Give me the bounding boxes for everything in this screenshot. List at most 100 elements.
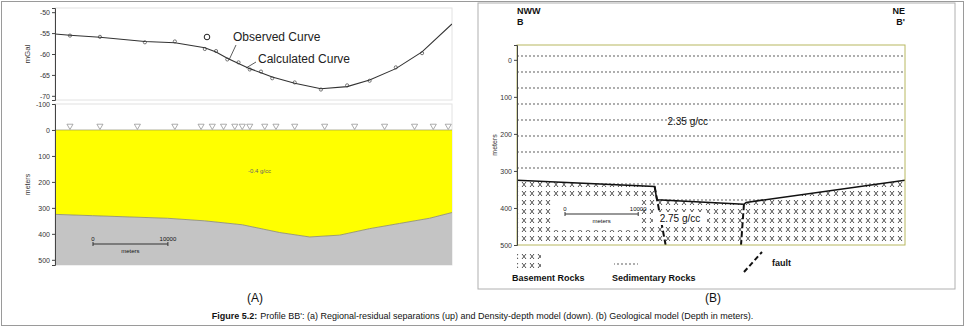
station-marker	[172, 124, 178, 129]
y-tick: 500	[38, 257, 55, 264]
scale-bar-label: 10000	[160, 236, 177, 242]
station-marker	[134, 124, 140, 129]
legend: Basement RocksSedimentary Rocksfault	[512, 250, 791, 283]
panel-label: (A)	[247, 291, 263, 305]
y-axis-title: meters	[491, 134, 498, 156]
legend-marker	[204, 34, 210, 40]
y-tick: -65	[40, 72, 55, 79]
caption-text: Profile BB': (a) Regional-residual separ…	[260, 311, 753, 321]
station-marker	[382, 124, 388, 129]
legend-label: Observed Curve	[233, 30, 321, 44]
scale-bar-label: 0	[563, 206, 567, 212]
station-marker	[198, 124, 204, 129]
y-tick: -50	[40, 9, 55, 16]
sediment-fill	[517, 45, 905, 245]
scale-bar: 010000meters	[563, 206, 647, 224]
y-tick: -70	[40, 93, 55, 100]
basement-fill	[517, 180, 905, 245]
plot-area	[517, 45, 905, 245]
y-tick: -60	[40, 51, 55, 58]
station-marker	[209, 124, 215, 129]
profile-end-label: NWW	[517, 6, 541, 16]
station-marker	[247, 124, 253, 129]
tick-mark	[52, 54, 55, 55]
figure-frame	[2, 2, 964, 326]
tick-mark	[52, 208, 55, 209]
series-line	[55, 24, 452, 89]
y-tick: 200	[500, 131, 517, 138]
tick-mark	[514, 171, 517, 172]
tick-mark	[52, 75, 55, 76]
y-tick: 100	[38, 153, 55, 160]
tick-mark	[52, 182, 55, 183]
scale-bar-line	[93, 243, 168, 244]
legend-swatch	[614, 250, 638, 268]
scale-bar-unit: meters	[121, 248, 139, 254]
tick-label: 100	[500, 94, 512, 101]
y-axis-line	[52, 9, 56, 101]
y-tick: 100	[500, 94, 517, 101]
y-axis-title: mGal	[23, 44, 32, 63]
legend-label: fault	[772, 258, 791, 268]
scale-bar-tick	[93, 242, 94, 246]
density-label: 2.35 g/cc	[667, 116, 708, 127]
tick-mark	[52, 104, 55, 105]
tick-mark	[514, 134, 517, 135]
y-tick: -100	[36, 101, 55, 108]
y-axis: 0 100 200 300 400 500	[500, 46, 517, 249]
tick-label: -70	[40, 93, 50, 100]
tick-label: 200	[38, 179, 50, 186]
station-marker	[273, 124, 279, 129]
scale-bar-line	[565, 213, 638, 214]
scale-bar-tick	[167, 242, 168, 246]
tick-mark	[514, 208, 517, 209]
y-tick: 300	[500, 168, 517, 175]
tick-label: 300	[38, 205, 50, 212]
y-tick: 500	[500, 242, 517, 249]
tick-mark	[52, 156, 55, 157]
station-marker	[220, 124, 226, 129]
tick-mark	[52, 260, 55, 261]
leader-line	[229, 45, 236, 60]
tick-label: -65	[40, 72, 50, 79]
tick-mark	[52, 33, 55, 34]
y-axis: -1000100200300400500	[36, 101, 56, 266]
surface-line	[55, 129, 452, 130]
y-axis: -50-55-60-65-70	[40, 9, 56, 101]
station-marker	[412, 124, 418, 129]
y-axis-line	[52, 105, 56, 266]
y-axis-title: meters	[24, 173, 31, 195]
scale-bar-tick	[638, 212, 639, 216]
profile-end-label: B'	[896, 17, 905, 27]
station-marker	[292, 124, 298, 129]
tick-label: 400	[38, 231, 50, 238]
fault-line	[741, 204, 744, 245]
legend-label: Calculated Curve	[258, 52, 350, 66]
tick-label: 100	[38, 153, 50, 160]
tick-mark	[514, 60, 517, 61]
figure: -50-55-60-65-70mGalObserved CurveCalcula…	[0, 0, 965, 328]
tick-label: 500	[38, 257, 50, 264]
leader-line	[246, 62, 256, 68]
y-tick: 400	[500, 205, 517, 212]
station-marker	[445, 124, 451, 129]
density-label: -0.4 g/cc	[248, 168, 271, 174]
scale-bar: 010000meters	[91, 236, 177, 254]
y-tick: 200	[38, 179, 55, 186]
scale-bar-unit: meters	[592, 218, 610, 224]
tick-label: 0	[508, 57, 512, 64]
station-marker	[97, 124, 103, 129]
legend-label: Sedimentary Rocks	[612, 273, 696, 283]
density-label: 2.75 g/cc	[660, 213, 701, 224]
y-axis-line	[514, 46, 518, 246]
plot-frame	[55, 8, 452, 100]
interface-line	[55, 213, 452, 237]
panel-label: (B)	[705, 291, 721, 305]
station-marker	[352, 124, 358, 129]
tick-label: 200	[500, 131, 512, 138]
plot-area	[55, 24, 452, 91]
y-tick: 400	[38, 231, 55, 238]
label-background	[653, 212, 707, 225]
scale-bar-tick	[565, 212, 566, 216]
tick-mark	[52, 130, 55, 131]
